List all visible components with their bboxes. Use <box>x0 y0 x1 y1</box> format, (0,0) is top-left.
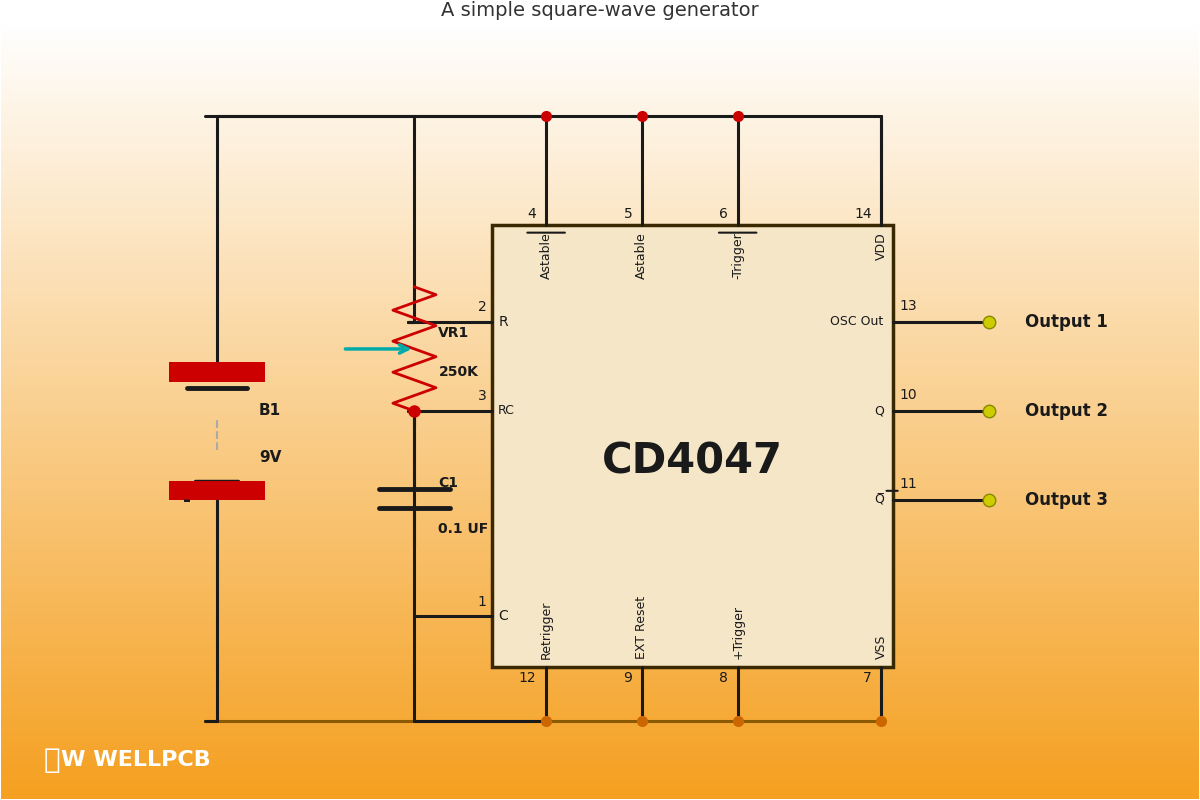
Text: 8: 8 <box>719 670 728 685</box>
Text: B1: B1 <box>259 403 281 418</box>
Text: Output 1: Output 1 <box>1025 313 1108 331</box>
Text: 3: 3 <box>478 390 486 403</box>
Text: 7: 7 <box>863 670 871 685</box>
Text: 250K: 250K <box>438 366 479 379</box>
Text: 14: 14 <box>854 207 871 221</box>
Text: Ⓦ: Ⓦ <box>43 746 60 774</box>
Text: VSS: VSS <box>875 634 888 659</box>
Text: 1: 1 <box>478 594 486 609</box>
Bar <box>169 362 265 382</box>
Text: 9V: 9V <box>259 450 281 465</box>
Text: R: R <box>498 315 508 329</box>
Text: OSC Out: OSC Out <box>830 315 883 328</box>
Text: Q̅: Q̅ <box>874 494 883 506</box>
Text: Retrigger: Retrigger <box>540 601 553 659</box>
Text: 13: 13 <box>899 298 917 313</box>
Title: A simple square-wave generator: A simple square-wave generator <box>442 2 758 20</box>
Text: CD4047: CD4047 <box>602 440 784 482</box>
Text: Astable: Astable <box>636 233 648 279</box>
Text: 2: 2 <box>478 300 486 314</box>
Text: +Trigger: +Trigger <box>731 605 744 659</box>
Bar <box>492 225 893 667</box>
Text: C1: C1 <box>438 476 458 490</box>
Text: 0.1 UF: 0.1 UF <box>438 522 488 536</box>
Text: -: - <box>182 490 191 510</box>
Text: 5: 5 <box>624 207 632 221</box>
Text: Astable: Astable <box>540 233 553 279</box>
Text: -Trigger: -Trigger <box>731 233 744 279</box>
Text: EXT Reset: EXT Reset <box>636 596 648 659</box>
Text: W WELLPCB: W WELLPCB <box>61 750 211 770</box>
Text: Q: Q <box>874 405 883 418</box>
Text: RC: RC <box>498 405 515 418</box>
Text: 6: 6 <box>719 207 728 221</box>
Text: 4: 4 <box>528 207 536 221</box>
Text: VR1: VR1 <box>438 326 469 341</box>
Text: C: C <box>498 610 508 623</box>
Text: 11: 11 <box>899 477 917 491</box>
Text: 9: 9 <box>624 670 632 685</box>
Text: Output 3: Output 3 <box>1025 491 1108 509</box>
Text: Output 2: Output 2 <box>1025 402 1108 420</box>
Text: 10: 10 <box>899 388 917 402</box>
Text: +: + <box>180 359 194 378</box>
Text: VDD: VDD <box>875 233 888 261</box>
Text: 12: 12 <box>518 670 536 685</box>
Bar <box>169 481 265 500</box>
